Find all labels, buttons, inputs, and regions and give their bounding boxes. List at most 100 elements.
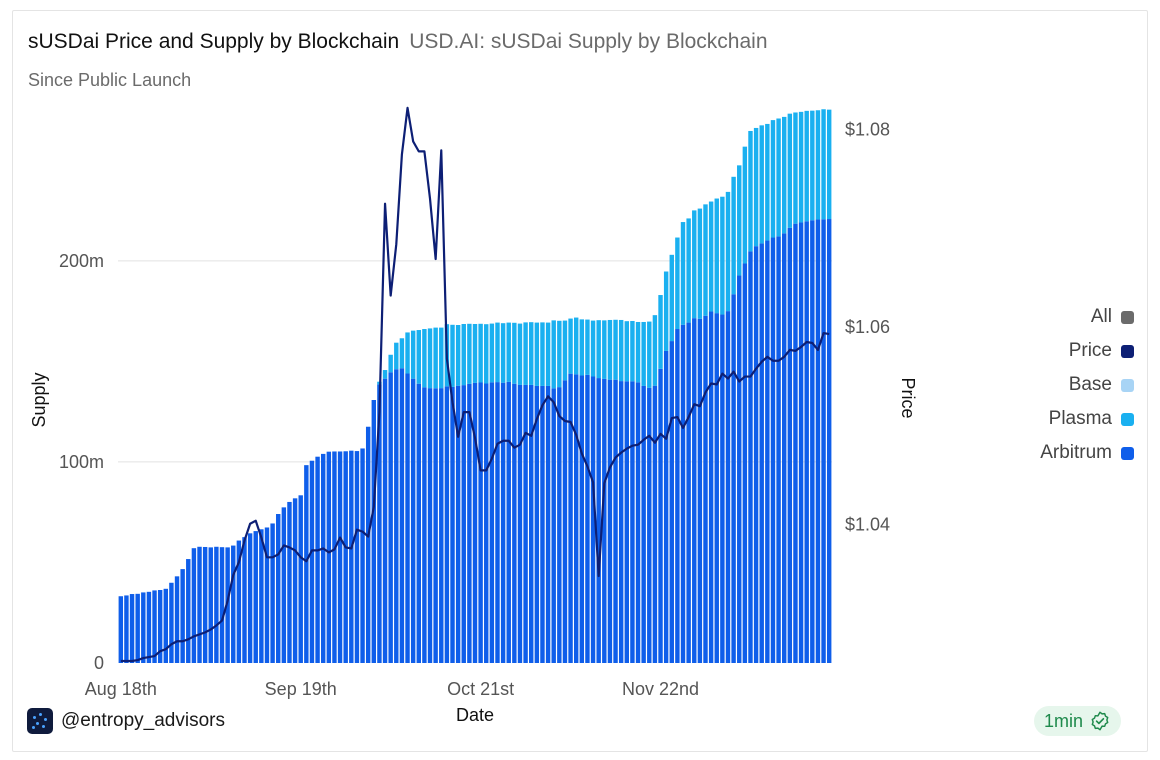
bar-arbitrum[interactable] [371,400,377,663]
bar-plasma[interactable] [573,317,579,375]
bar-arbitrum[interactable] [399,368,405,663]
query-source-link[interactable]: USD.AI: sUSDai Supply by Blockchain [409,30,768,53]
bar-arbitrum[interactable] [360,448,365,663]
bar-plasma[interactable] [782,116,787,234]
bar-plasma[interactable] [450,324,455,387]
bar-arbitrum[interactable] [422,387,427,663]
bar-arbitrum[interactable] [444,386,450,663]
bar-arbitrum[interactable] [787,227,793,663]
bar-arbitrum[interactable] [292,498,298,663]
bar-plasma[interactable] [737,165,742,276]
bar-plasma[interactable] [826,109,832,220]
bar-plasma[interactable] [579,319,585,376]
bar-arbitrum[interactable] [512,383,517,663]
bar-arbitrum[interactable] [703,315,708,663]
bar-arbitrum[interactable] [782,233,787,663]
bar-arbitrum[interactable] [276,514,281,663]
bar-plasma[interactable] [433,327,438,389]
bar-plasma[interactable] [618,319,624,382]
bar-arbitrum[interactable] [596,378,601,663]
bar-arbitrum[interactable] [708,311,714,663]
bar-arbitrum[interactable] [602,378,607,663]
bar-arbitrum[interactable] [169,582,174,663]
bar-plasma[interactable] [551,320,556,389]
bar-arbitrum[interactable] [686,322,691,663]
bar-arbitrum[interactable] [287,501,292,663]
bar-arbitrum[interactable] [669,341,674,663]
bar-plasma[interactable] [500,323,506,383]
bar-arbitrum[interactable] [180,569,185,663]
bar-arbitrum[interactable] [191,548,197,663]
bar-plasma[interactable] [793,112,798,224]
bar-arbitrum[interactable] [141,592,146,663]
bar-plasma[interactable] [641,321,646,386]
bar-plasma[interactable] [517,323,523,385]
bar-arbitrum[interactable] [500,382,506,663]
bar-arbitrum[interactable] [118,596,124,663]
bar-plasma[interactable] [742,146,748,264]
bar-arbitrum[interactable] [219,547,225,663]
bar-arbitrum[interactable] [551,388,556,663]
bar-plasma[interactable] [455,325,461,386]
bar-arbitrum[interactable] [810,220,815,664]
bar-arbitrum[interactable] [343,451,348,663]
bar-arbitrum[interactable] [124,595,129,663]
bar-arbitrum[interactable] [259,529,264,663]
bar-plasma[interactable] [798,111,804,223]
bar-arbitrum[interactable] [692,318,697,663]
bar-plasma[interactable] [652,315,658,386]
bar-arbitrum[interactable] [697,318,703,663]
bar-arbitrum[interactable] [725,311,731,664]
bar-plasma[interactable] [759,125,764,244]
bar-arbitrum[interactable] [759,243,764,664]
bar-arbitrum[interactable] [585,374,590,663]
bar-arbitrum[interactable] [186,559,191,663]
bar-arbitrum[interactable] [618,381,624,663]
bar-arbitrum[interactable] [489,382,495,663]
bar-arbitrum[interactable] [135,593,140,663]
bar-arbitrum[interactable] [714,313,719,663]
bar-plasma[interactable] [562,320,568,381]
bar-arbitrum[interactable] [680,324,686,663]
bar-arbitrum[interactable] [174,576,180,663]
bar-arbitrum[interactable] [247,533,253,663]
bar-plasma[interactable] [692,210,697,319]
bar-plasma[interactable] [557,320,562,388]
bar-arbitrum[interactable] [663,350,669,663]
bar-plasma[interactable] [590,320,596,377]
bar-arbitrum[interactable] [242,537,247,663]
bar-plasma[interactable] [686,218,691,323]
bar-plasma[interactable] [422,329,427,388]
bar-plasma[interactable] [708,201,714,312]
bar-arbitrum[interactable] [202,546,208,663]
bar-arbitrum[interactable] [270,523,275,663]
bar-plasma[interactable] [810,110,815,221]
bar-arbitrum[interactable] [281,507,287,663]
bar-plasma[interactable] [388,354,393,373]
bar-arbitrum[interactable] [264,527,270,663]
bar-arbitrum[interactable] [562,380,568,663]
bar-plasma[interactable] [540,322,545,386]
bar-arbitrum[interactable] [635,382,641,663]
bar-arbitrum[interactable] [793,223,798,663]
refresh-badge[interactable]: 1min [1034,706,1122,736]
bar-plasma[interactable] [647,321,652,388]
bar-plasma[interactable] [770,120,776,238]
bar-arbitrum[interactable] [439,388,444,663]
bar-arbitrum[interactable] [573,374,579,663]
bar-plasma[interactable] [596,320,601,379]
bar-plasma[interactable] [804,110,809,222]
bar-arbitrum[interactable] [382,378,388,663]
bar-arbitrum[interactable] [214,546,219,663]
bar-plasma[interactable] [613,319,618,380]
bar-plasma[interactable] [545,322,551,386]
bar-arbitrum[interactable] [472,382,478,663]
bar-arbitrum[interactable] [410,378,416,663]
bar-plasma[interactable] [658,295,663,369]
bar-arbitrum[interactable] [815,219,821,663]
bar-arbitrum[interactable] [309,460,315,663]
bar-arbitrum[interactable] [737,275,742,663]
bar-arbitrum[interactable] [208,547,213,663]
bar-arbitrum[interactable] [568,373,573,663]
bar-arbitrum[interactable] [770,237,776,663]
